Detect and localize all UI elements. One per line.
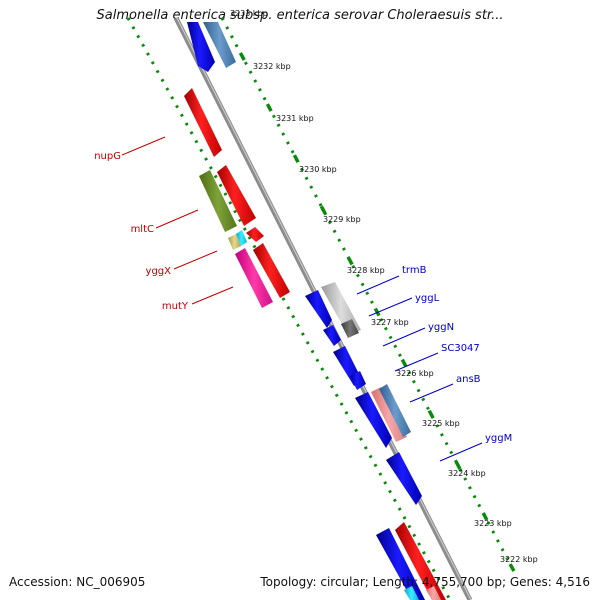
gene-label-mutY[interactable]: mutY [162,301,189,312]
leader-mutY [191,286,234,305]
kbp-tick [265,103,273,112]
gene-feature-ansB-steel [379,384,411,437]
gene-label-SC3047[interactable]: SC3047 [441,343,480,354]
gene-feature-steel-top [203,22,236,68]
leader-trmB [356,275,400,295]
kbp-label-3229: 3229 kbp [323,215,361,224]
gene-feature-red-bottom [395,522,446,600]
footer-topology: Topology: circular; Length: 4,755,700 bp… [260,575,590,589]
gene-feature-ansB [355,392,392,448]
gene-feature-SC3047 [350,371,366,390]
kbp-label-3227: 3227 kbp [371,318,409,327]
kbp-tick [427,409,435,419]
gene-feature-nupG [184,88,222,157]
gene-feature-ansB-salmon [371,387,407,442]
kbp-tick [454,460,462,470]
gene-feature-yggX [236,230,247,246]
gene-feature-blue-top [187,22,215,72]
gene-feature-mutY [235,248,273,308]
gene-label-ansB[interactable]: ansB [456,374,481,385]
gene-feature-small-red [246,227,264,242]
leader-yggM [439,442,483,462]
kbp-tick [292,154,300,164]
gene-feature-yggL [323,325,341,346]
kbp-label-3223: 3223 kbp [474,519,512,528]
gene-feature-red-lower [253,243,290,298]
leader-yggX [173,250,218,270]
gene-label-trmB[interactable]: trmB [402,265,427,276]
gene-label-yggL[interactable]: yggL [415,293,440,304]
gene-feature-pink-bottom [426,586,441,600]
gene-feature-yggM [386,452,422,505]
kbp-tick [508,563,516,572]
gene-feature-blue-bottom [376,528,425,600]
gene-label-mltC[interactable]: mltC [131,224,154,235]
kbp-label-3228: 3228 kbp [347,266,385,275]
leader-ansB [409,383,454,403]
gene-feature-mltC-green [199,170,237,232]
leader-yggN [382,327,426,347]
leader-SC3047 [394,352,439,372]
gene-label-yggM[interactable]: yggM [485,433,512,444]
kbp-tick [400,358,408,368]
kbp-ticks [238,52,516,572]
left-dotted-track [126,17,452,600]
gene-feature-cyan-bottom [404,586,419,600]
map-title: Salmonella enterica subsp. enterica sero… [96,8,504,23]
gene-feature-trmB [305,290,332,328]
kbp-tick [319,205,327,215]
kbp-tick [481,512,489,521]
kbp-label-3230: 3230 kbp [299,165,337,174]
leader-nupG [121,136,166,156]
gene-feature-khaki [228,234,241,250]
kbp-label-3224: 3224 kbp [448,469,486,478]
gene-label-yggN[interactable]: yggN [428,322,454,333]
kbp-label-3231: 3231 kbp [276,114,314,123]
kbp-tick [346,256,354,266]
footer-accession: Accession: NC_006905 [9,575,146,589]
kbp-tick [238,52,246,61]
gene-label-nupG[interactable]: nupG [94,151,121,162]
gene-feature-darkgray [341,319,359,338]
leader-mltC [155,209,199,229]
gene-feature-mltC [217,165,256,226]
kbp-label-3226: 3226 kbp [396,369,434,378]
kbp-label-3233: 3233 kbp [230,9,268,18]
kbp-label-3222: 3222 kbp [500,555,538,564]
gene-label-yggX[interactable]: yggX [146,266,172,277]
leader-yggL [368,297,413,317]
kbp-label-3232: 3232 kbp [253,62,291,71]
kbp-label-3225: 3225 kbp [422,419,460,428]
